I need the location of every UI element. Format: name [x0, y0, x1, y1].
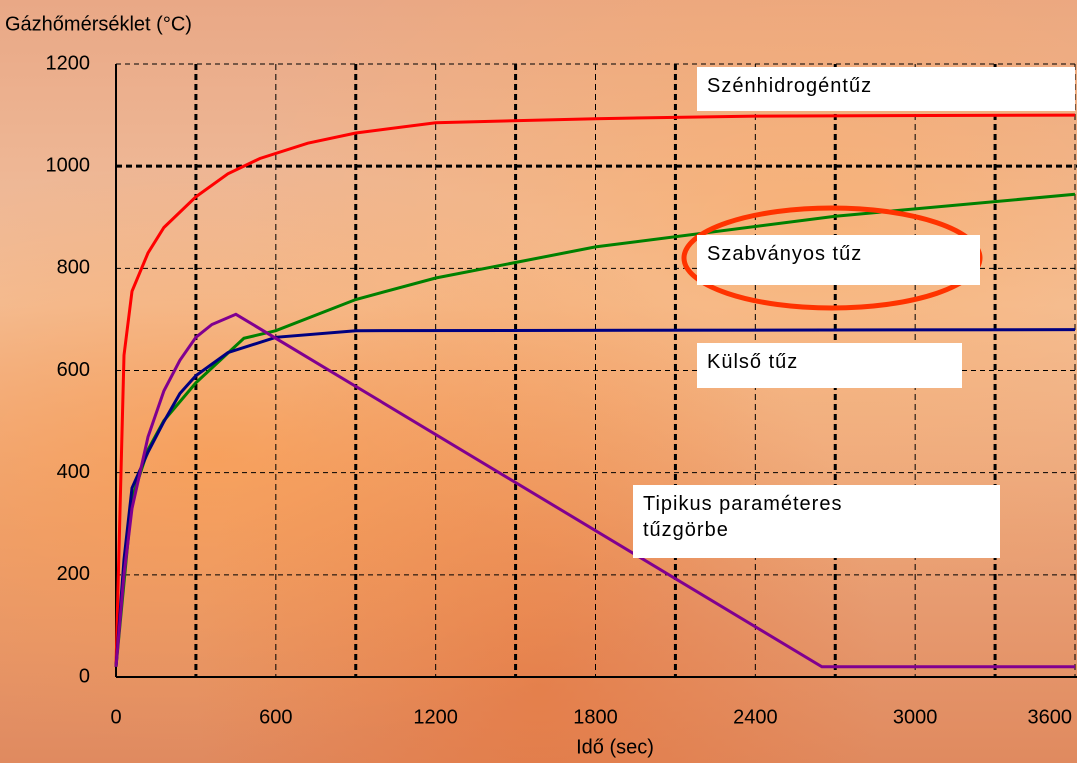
x-tick-label: 3000 — [893, 706, 938, 728]
y-tick-label: 0 — [79, 665, 90, 687]
y-tick-label: 200 — [57, 563, 90, 585]
page: Gázhőmérséklet (°C) Idő (sec) 0 200 400 600… — [0, 0, 1077, 763]
y-tick-label: 600 — [57, 359, 90, 381]
y-tick-label: 400 — [57, 461, 90, 483]
series-label: Tipikus paraméteres tűzgörbe — [633, 485, 1000, 558]
x-tick-label: 3600 — [1028, 706, 1073, 728]
x-tick-label: 2400 — [733, 706, 778, 728]
y-tick-label: 1000 — [46, 154, 91, 176]
y-tick-label: 1200 — [46, 52, 91, 74]
x-tick-label: 1200 — [413, 706, 458, 728]
series-label: Külső tűz — [697, 343, 962, 388]
x-tick-label: 1800 — [573, 706, 618, 728]
y-axis-title: Gázhőmérséklet (°C) — [5, 13, 192, 35]
x-axis-title: Idő (sec) — [576, 736, 654, 758]
series-label: Szénhidrogéntűz — [697, 67, 1075, 111]
series-label: Szabványos tűz — [697, 235, 980, 285]
y-tick-label: 800 — [57, 257, 90, 279]
x-tick-label: 600 — [259, 706, 292, 728]
x-tick-label: 0 — [110, 706, 121, 728]
